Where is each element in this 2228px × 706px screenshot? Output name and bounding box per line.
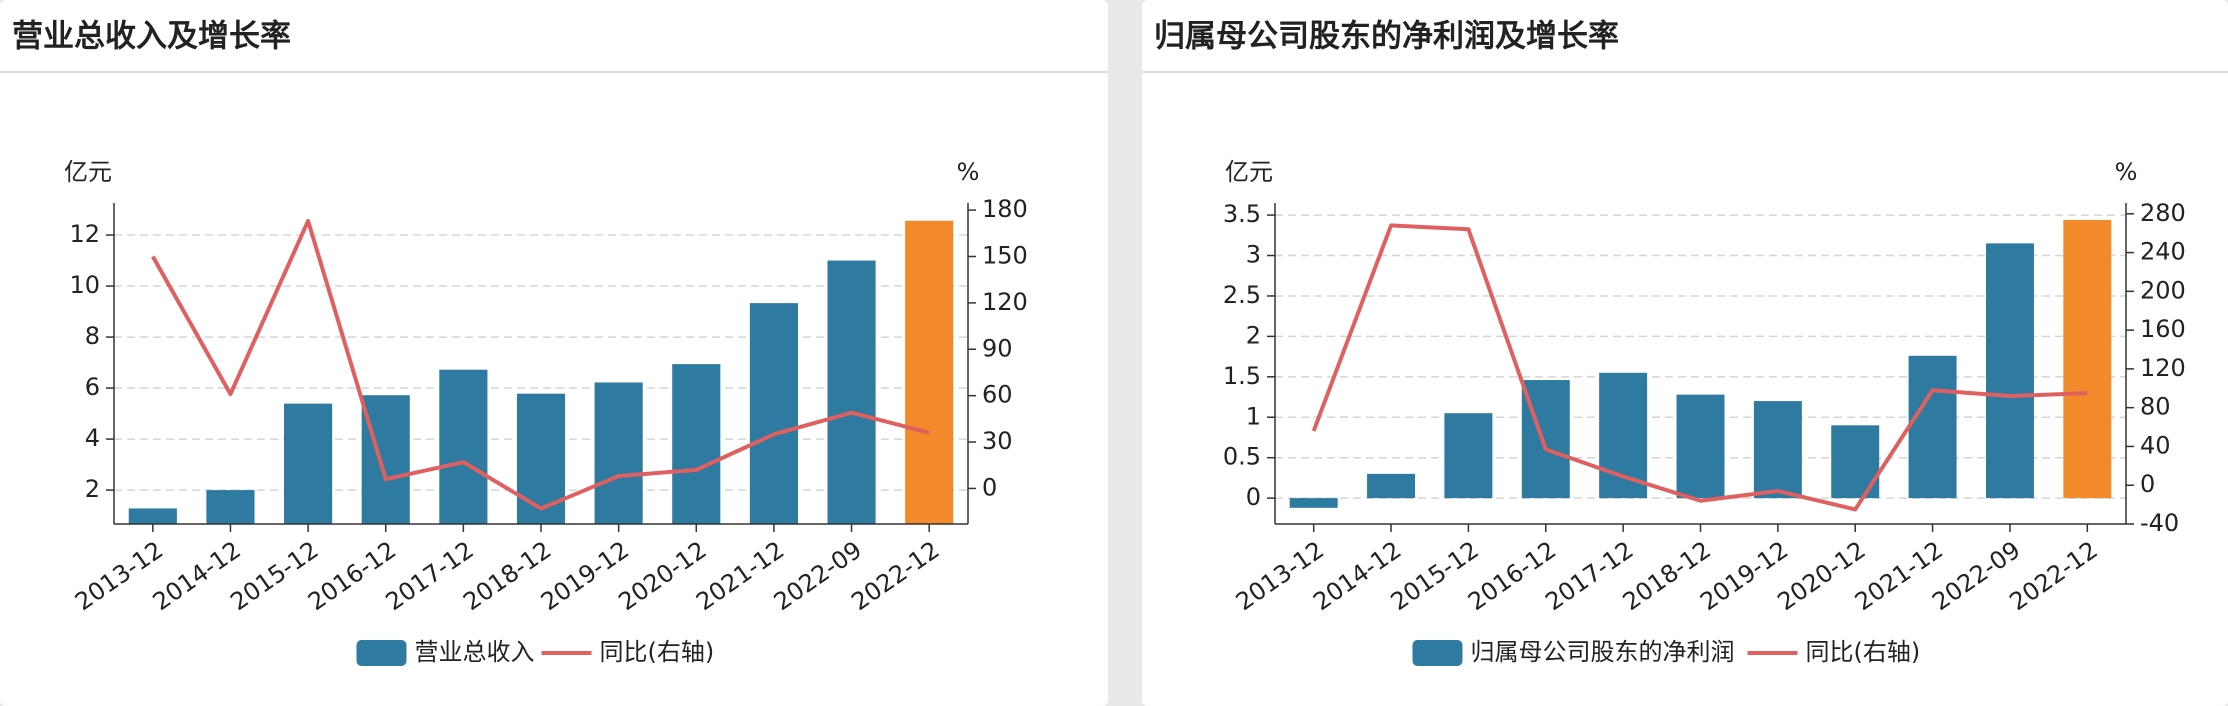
y2-tick-label: 0 <box>2140 470 2155 498</box>
panel: 营业总收入及增长率 亿元% 2 4 6 8 10 12 0 30 60 90 120 150 180 2013… <box>0 0 1108 706</box>
x-tick-label: 2013-12 <box>70 536 168 616</box>
y2-tick-label: 240 <box>2140 238 2186 266</box>
y-tick-label: 3 <box>1246 241 1261 269</box>
y2-tick-label: 120 <box>982 288 1028 316</box>
x-tick-label: 2019-12 <box>1695 536 1793 616</box>
y-tick-label: 0 <box>1246 483 1261 511</box>
x-tick-label: 2016-12 <box>303 536 401 616</box>
bar <box>516 393 566 524</box>
legend-label: 归属母公司股东的净利润 <box>1471 638 1735 666</box>
y-tick-label: 6 <box>85 373 100 401</box>
x-tick-label: 2017-12 <box>1540 536 1638 616</box>
x-tick-label: 2022-09 <box>769 536 867 616</box>
x-tick-label: 2018-12 <box>1618 536 1716 616</box>
bar <box>827 260 876 524</box>
bar <box>1289 498 1338 508</box>
y-axis-unit: 亿元 <box>64 158 112 186</box>
bar <box>594 382 643 524</box>
x-tick-label: 2014-12 <box>1308 536 1406 616</box>
bar <box>1908 355 1957 499</box>
y2-tick-label: 30 <box>982 427 1013 455</box>
legend-label: 营业总收入 <box>415 638 535 666</box>
bar <box>1367 473 1416 499</box>
x-tick-label: 2020-12 <box>614 536 712 616</box>
bar <box>1599 372 1648 499</box>
legend-swatch <box>356 640 407 666</box>
y2-tick-label: 120 <box>2140 354 2186 382</box>
panel-title: 归属母公司股东的净利润及增长率 <box>1154 19 1619 55</box>
bar <box>1676 394 1725 499</box>
y2-tick-label: -40 <box>2140 509 2179 537</box>
y2-tick-label: 180 <box>982 195 1028 223</box>
bar <box>2063 219 2112 499</box>
x-tick-label: 2018-12 <box>458 536 556 616</box>
y-tick-label: 1 <box>1246 402 1261 430</box>
panel-title: 营业总收入及增长率 <box>12 19 291 55</box>
y2-tick-label: 150 <box>982 241 1028 269</box>
bar <box>1985 243 2034 499</box>
y2-tick-label: 200 <box>2140 276 2186 304</box>
x-tick-label: 2017-12 <box>381 536 479 616</box>
y-tick-label: 12 <box>69 220 100 248</box>
bar <box>128 508 177 524</box>
y-axis-unit: 亿元 <box>1225 158 1273 186</box>
y2-axis-unit: % <box>2115 158 2138 186</box>
x-tick-label: 2021-12 <box>691 536 789 616</box>
bar <box>361 395 410 524</box>
bar <box>206 490 255 524</box>
x-tick-label: 2015-12 <box>225 536 323 616</box>
x-tick-label: 2021-12 <box>1850 536 1948 616</box>
x-tick-label: 2022-12 <box>846 536 944 616</box>
y-tick-label: 1.5 <box>1223 362 1261 390</box>
y-tick-label: 4 <box>85 424 100 452</box>
bar <box>749 303 798 524</box>
x-tick-label: 2022-09 <box>1927 536 2025 616</box>
y2-axis-unit: % <box>957 158 980 186</box>
x-tick-label: 2020-12 <box>1772 536 1870 616</box>
bar <box>1444 413 1493 499</box>
y-tick-label: 8 <box>85 322 100 350</box>
bar <box>284 403 333 524</box>
y2-tick-label: 80 <box>2140 393 2171 421</box>
x-tick-label: 2016-12 <box>1463 536 1561 616</box>
y-tick-label: 0.5 <box>1223 443 1261 471</box>
x-tick-label: 2019-12 <box>536 536 634 616</box>
legend-swatch <box>1412 640 1463 666</box>
bar <box>905 220 954 524</box>
bar <box>1753 401 1802 499</box>
x-tick-label: 2014-12 <box>148 536 246 616</box>
y-tick-label: 2.5 <box>1223 281 1261 309</box>
y2-tick-label: 0 <box>982 473 997 501</box>
y-tick-label: 10 <box>69 271 100 299</box>
bar <box>439 369 488 524</box>
y2-tick-label: 160 <box>2140 315 2186 343</box>
bar <box>672 364 721 524</box>
y2-tick-label: 40 <box>2140 431 2171 459</box>
y-tick-label: 3.5 <box>1223 200 1261 228</box>
line <box>1311 223 2088 512</box>
panel: 归属母公司股东的净利润及增长率亿元% 0 0.5 1 1.5 2 2.5 3 3.5 -40 0 40… <box>1142 0 2228 706</box>
x-tick-label: 2013-12 <box>1231 536 1329 616</box>
legend-label: 同比(右轴) <box>600 638 715 666</box>
x-tick-label: 2022-12 <box>2005 536 2103 616</box>
y2-tick-label: 90 <box>982 334 1013 362</box>
y-tick-label: 2 <box>85 475 100 503</box>
y2-tick-label: 60 <box>982 381 1013 409</box>
legend-label: 同比(右轴) <box>1806 638 1921 666</box>
y-tick-label: 2 <box>1246 321 1261 349</box>
line <box>151 218 930 511</box>
y2-tick-label: 280 <box>2140 199 2186 227</box>
x-tick-label: 2015-12 <box>1386 536 1484 616</box>
